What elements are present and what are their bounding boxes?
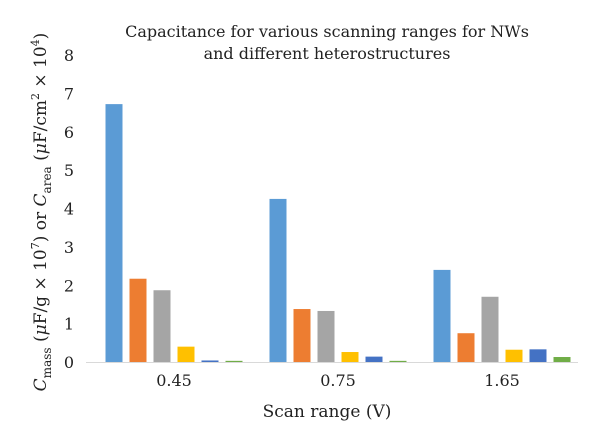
- y-label-exp-1: 7: [29, 242, 42, 249]
- x-tick-label: 0.75: [320, 371, 356, 390]
- y-label-area-sub: area: [40, 166, 54, 193]
- y-label-exp-2b: 4: [29, 39, 42, 46]
- y-tick-label: 7: [64, 84, 74, 103]
- y-axis-ticks: 0 1 2 3 4 5 6 7 8: [64, 46, 74, 372]
- bar-1.65-series-1: [433, 269, 451, 362]
- y-axis-label: Cmass (μF/g × 107) or Carea (μF/cm2 × 10…: [29, 33, 54, 392]
- bar-0.75-series-4: [341, 352, 359, 362]
- bar-0.45-series-1: [105, 104, 123, 363]
- y-tick-label: 0: [64, 353, 74, 372]
- x-tick-label: 1.65: [484, 371, 520, 390]
- bar-0.45-series-3: [153, 290, 171, 362]
- x-axis-label: Scan range (V): [263, 402, 392, 422]
- y-label-unit-1: F/g × 10: [31, 249, 51, 324]
- chart-subtitle: and different heterostructures: [204, 44, 451, 63]
- bar-0.45-series-5: [201, 360, 219, 362]
- y-tick-label: 6: [64, 123, 74, 142]
- bar-1.65-series-3: [481, 296, 499, 362]
- y-label-mu-1: μ: [31, 324, 51, 335]
- bar-0.45-series-4: [177, 346, 195, 362]
- x-axis-ticks: 0.45 0.75 1.65: [156, 371, 520, 390]
- x-tick-label: 0.45: [156, 371, 192, 390]
- y-label-c-mass: C: [31, 378, 51, 391]
- y-tick-label: 5: [64, 161, 74, 180]
- bar-1.65-series-6: [553, 357, 571, 362]
- bar-0.75-series-5: [365, 356, 383, 362]
- bar-1.65-series-5: [529, 349, 547, 362]
- bar-0.75-series-3: [317, 310, 335, 362]
- bar-0.75-series-1: [269, 198, 287, 362]
- y-label-mu-2: μ: [31, 143, 51, 154]
- y-tick-label: 8: [64, 46, 74, 65]
- bar-1.65-series-2: [457, 333, 475, 362]
- y-label-paren-1: (: [31, 335, 51, 347]
- y-tick-label: 4: [64, 200, 74, 219]
- y-label-exp-2a: 2: [29, 93, 42, 100]
- bar-1.65-series-4: [505, 349, 523, 362]
- bar-0.45-series-2: [129, 278, 147, 362]
- y-tick-label: 2: [64, 276, 74, 295]
- y-tick-label: 3: [64, 238, 74, 257]
- y-label-times: × 10: [31, 46, 51, 93]
- y-label-close-2: ): [31, 33, 51, 40]
- y-label-paren-2: (: [31, 154, 51, 166]
- bar-0.75-series-6: [389, 360, 407, 362]
- y-tick-label: 1: [64, 315, 74, 334]
- chart-title: Capacitance for various scanning ranges …: [125, 22, 529, 41]
- bar-0.75-series-2: [293, 309, 311, 362]
- y-label-close-1: ) or: [31, 206, 51, 242]
- y-label-mass-sub: mass: [40, 347, 54, 378]
- bars: [105, 104, 571, 363]
- y-label-c-area: C: [31, 193, 51, 206]
- bar-0.45-series-6: [225, 360, 243, 362]
- y-label-unit-2: F/cm: [31, 100, 51, 143]
